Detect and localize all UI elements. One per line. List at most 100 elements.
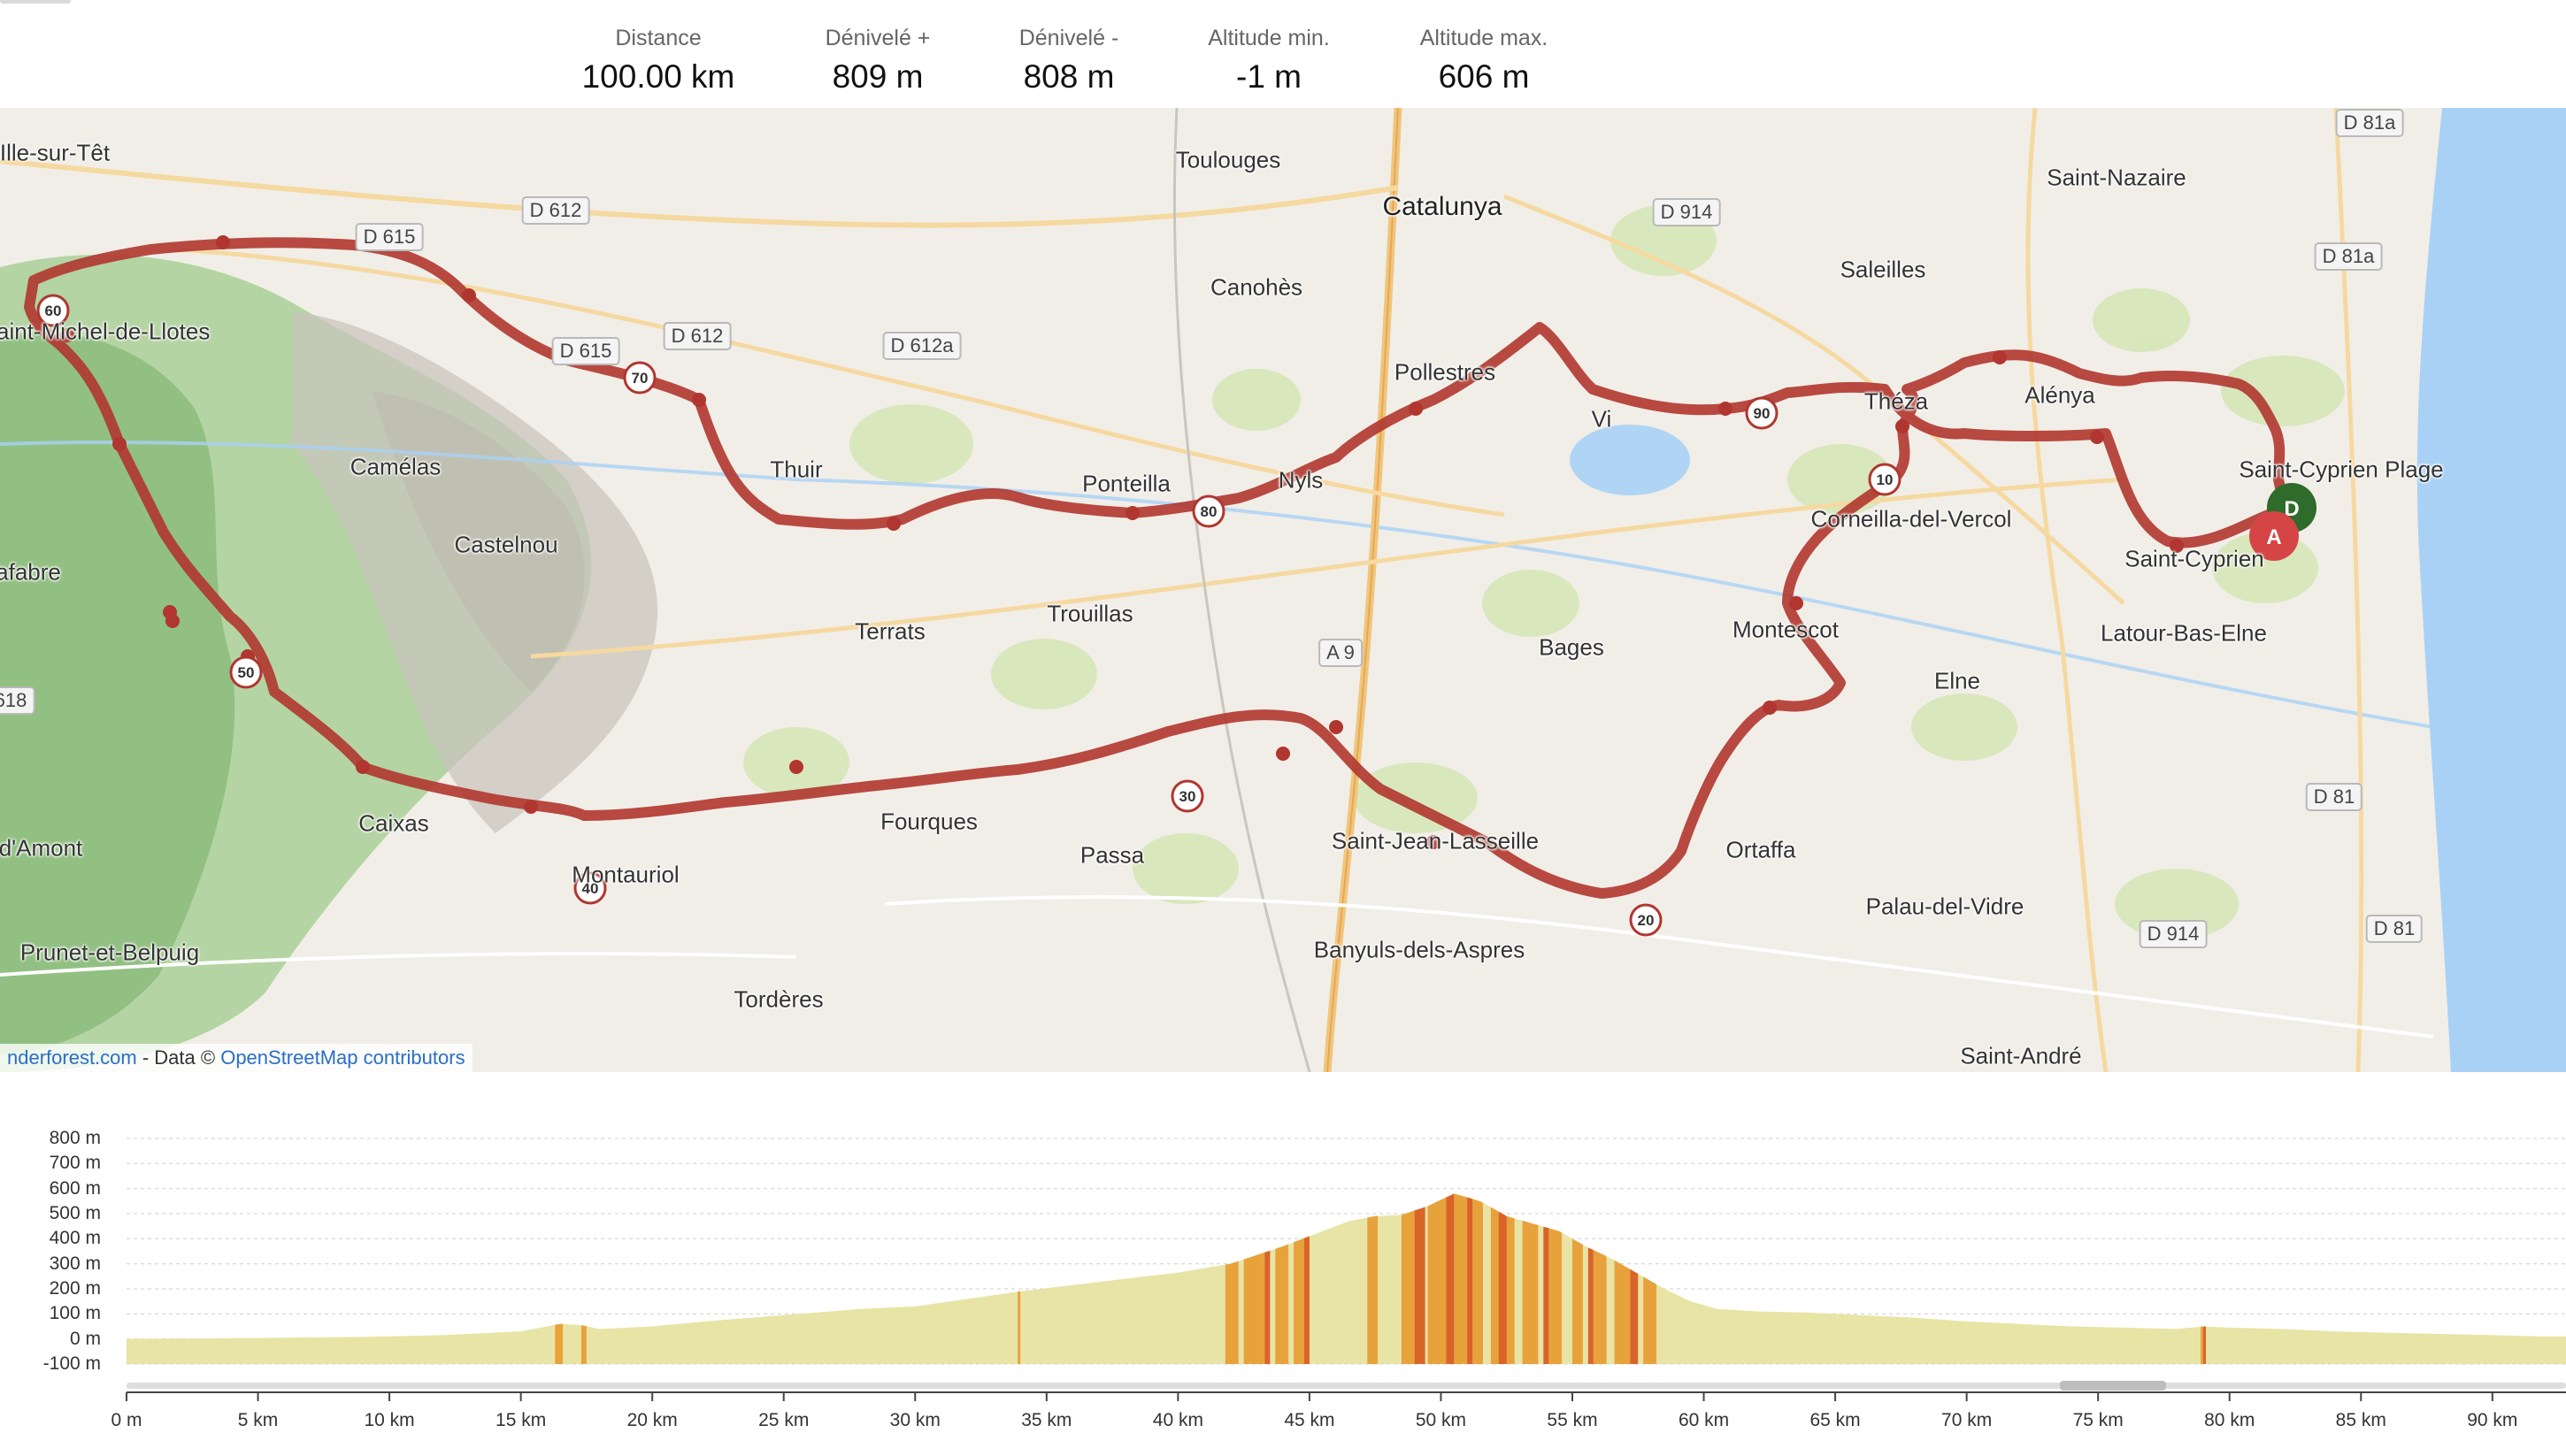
- km-marker-label: 20: [1638, 912, 1655, 929]
- scrollbar-thumb[interactable]: [2060, 1381, 2166, 1391]
- place-label: Ponteilla: [1082, 470, 1171, 497]
- km-marker-10: 10: [1868, 463, 1901, 496]
- km-marker-80: 80: [1192, 494, 1225, 528]
- sea: [2416, 108, 2566, 1072]
- km-marker-label: 90: [1754, 405, 1771, 422]
- x-tick-label: 5 km: [237, 1410, 279, 1430]
- y-tick-label: 100 m: [49, 1303, 101, 1324]
- y-tick-label: 500 m: [49, 1203, 101, 1223]
- km-marker-label: 50: [238, 664, 255, 681]
- place-label: Pollestres: [1394, 358, 1496, 386]
- very-steep-section: [2203, 1326, 2206, 1364]
- stat-value: 606 m: [1438, 58, 1530, 95]
- steep-section: [1593, 1250, 1607, 1364]
- very-steep-section: [1630, 1268, 1639, 1364]
- km-marker-50: 50: [229, 655, 263, 689]
- very-steep-section: [1467, 1197, 1473, 1364]
- place-label: Tordères: [734, 985, 824, 1013]
- place-label: Passa: [1079, 841, 1145, 869]
- road-label: D 612: [663, 322, 732, 350]
- stat-value: 808 m: [1023, 58, 1115, 95]
- place-label: Corneilla-del-Vercol: [1810, 505, 2012, 533]
- x-tick-label: 70 km: [1941, 1410, 1993, 1430]
- steep-section: [1367, 1215, 1379, 1364]
- place-label: Ortaffa: [1725, 836, 1796, 863]
- steep-section: [1522, 1220, 1539, 1364]
- road-label: A 9: [1318, 639, 1363, 667]
- road-label: D 612a: [882, 332, 962, 360]
- steep-section: [1427, 1193, 1483, 1364]
- road-label: D 81: [2305, 783, 2363, 811]
- elevation-fill: [127, 1193, 2566, 1364]
- km-markers: 10 20 30 40 50 60: [36, 294, 1901, 937]
- x-tick-label: 20 km: [626, 1410, 678, 1430]
- road-label: D 612: [521, 196, 590, 225]
- place-label: Terrats: [855, 617, 926, 645]
- attribution-site-link[interactable]: nderforest.com: [7, 1046, 137, 1069]
- elevation-scrollbar[interactable]: [127, 1381, 2566, 1391]
- place-label: d'Amont: [0, 834, 83, 862]
- corner-tab[interactable]: [0, 0, 71, 4]
- place-label: Prunet-et-Belpuig: [19, 939, 200, 966]
- y-tick-label: -100 m: [42, 1353, 101, 1374]
- attribution-osm-link[interactable]: OpenStreetMap contributors: [220, 1046, 465, 1069]
- map-canvas[interactable]: 10 20 30 40 50 60: [0, 108, 2566, 1072]
- elevation-chart[interactable]: [0, 1072, 2566, 1456]
- road-label: D 81a: [2335, 109, 2404, 137]
- very-steep-section: [1303, 1236, 1310, 1364]
- place-label: Palau-del-Vidre: [1865, 893, 2024, 920]
- map-attribution: nderforest.com - Data © OpenStreetMap co…: [0, 1044, 472, 1072]
- x-tick-label: 45 km: [1284, 1410, 1335, 1430]
- x-tick-label: 10 km: [364, 1410, 415, 1430]
- road-label: D 81: [2365, 915, 2424, 943]
- stat-value: -1 m: [1236, 58, 1302, 95]
- end-marker[interactable]: A: [2249, 511, 2299, 561]
- road-label: D 615: [551, 337, 620, 365]
- mountain-relief-2: [372, 391, 585, 692]
- x-tick-label: 90 km: [2467, 1410, 2518, 1430]
- place-label: Saleilles: [1840, 256, 1926, 283]
- steep-section: [580, 1325, 587, 1364]
- place-label: Alénya: [2024, 381, 2095, 409]
- km-marker-90: 90: [1745, 396, 1779, 430]
- very-steep-section: [1446, 1193, 1455, 1364]
- place-label: Camélas: [350, 453, 442, 480]
- x-tick-label: 0 m: [111, 1410, 142, 1430]
- lake: [1570, 425, 1690, 495]
- farm-patches: [743, 205, 2345, 939]
- stat-label: Distance: [615, 26, 702, 50]
- place-label: Castelnou: [454, 531, 558, 558]
- km-marker-30: 30: [1171, 779, 1204, 813]
- y-tick-label: 600 m: [49, 1177, 101, 1199]
- steep-section: [1018, 1291, 1021, 1364]
- steep-section: [1546, 1227, 1563, 1364]
- place-label: Elne: [1933, 667, 1981, 694]
- x-tick-label: 80 km: [2204, 1410, 2255, 1430]
- scrollbar-track[interactable]: [127, 1383, 2566, 1389]
- place-label: Saint-Jean-Lasseille: [1331, 827, 1540, 854]
- steep-section: [1243, 1251, 1268, 1364]
- steep-section: [1643, 1276, 1657, 1364]
- route-map[interactable]: 10 20 30 40 50 60: [0, 108, 2566, 1072]
- place-label: Saint-Cyprien Plage: [2239, 456, 2444, 483]
- x-tick-label: 65 km: [1809, 1410, 1861, 1430]
- road-label: D 615: [355, 223, 424, 251]
- place-label: Fourques: [880, 808, 978, 835]
- y-tick-label: 200 m: [49, 1278, 101, 1299]
- stat-value: 809 m: [832, 58, 924, 95]
- road-label: 618: [0, 686, 35, 715]
- stat-altitude-max: Altitude max. 606 m: [1369, 25, 1599, 99]
- start-marker-label: D: [2284, 497, 2299, 521]
- place-label: Montauriol: [572, 861, 680, 888]
- x-tick-label: 55 km: [1547, 1410, 1598, 1430]
- place-label: Saint-Nazaire: [2047, 164, 2186, 191]
- km-marker-40: 40: [573, 871, 607, 905]
- route-line: [24, 237, 2288, 899]
- elevation-profile[interactable]: 800 m 700 m 600 m 500 m 400 m 300 m 200 m 100 m…: [0, 1072, 2566, 1456]
- stat-value: 100.00 km: [581, 58, 735, 95]
- road-label: D 81a: [2314, 242, 2383, 271]
- x-tick-label: 30 km: [889, 1410, 941, 1430]
- road-label: D 914: [2139, 920, 2208, 948]
- elevation-steep-bands: [555, 1193, 2206, 1364]
- steep-section: [1225, 1261, 1239, 1364]
